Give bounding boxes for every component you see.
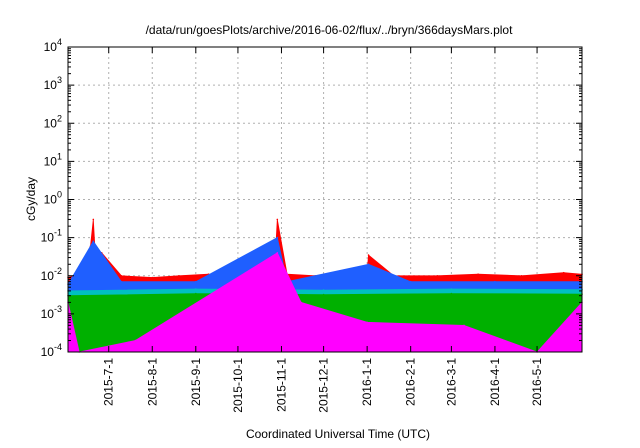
x-tick-label: 2015-12-1	[317, 358, 331, 413]
x-tick-label: 2015-10-1	[231, 358, 245, 413]
axis-layer: 10-4 10-3 10-2 10-1 100 101 102 103 104 2015-7-1 2…	[41, 37, 582, 413]
y-tick-label: 100	[44, 190, 62, 207]
x-tick-label: 2016-1-1	[360, 358, 374, 406]
series-3-point	[195, 292, 197, 295]
series-4-point	[276, 252, 279, 254]
series-0-point	[178, 275, 180, 277]
x-tick-label: 2015-9-1	[189, 358, 203, 406]
x-tick-label: 2015-11-1	[274, 358, 288, 412]
y-axis-label: cGy/day	[24, 177, 38, 221]
series-1-point	[409, 280, 412, 283]
plot-frame	[67, 46, 583, 353]
series-0-point	[367, 254, 370, 256]
series-2-point	[195, 288, 197, 290]
y-tick-label: 10-4	[41, 342, 62, 359]
chart-title: /data/run/goesPlots/archive/2016-06-02/f…	[146, 23, 514, 37]
x-tick-label: 2016-5-1	[530, 358, 544, 406]
x-tick-label: 2016-2-1	[404, 358, 418, 406]
series-3-point	[322, 293, 325, 296]
x-tick-label: 2016-4-1	[488, 358, 502, 406]
y-tick-label: 10-2	[41, 266, 62, 283]
series-1-point	[494, 280, 496, 283]
series-1-point	[276, 236, 279, 239]
series-0-point	[562, 271, 565, 274]
series-4-point	[134, 339, 137, 342]
y-tick-label: 10-3	[41, 304, 62, 321]
y-tick-label: 101	[44, 151, 62, 168]
y-tick-label: 103	[44, 75, 62, 92]
y-tick-label: 10-1	[41, 228, 62, 245]
series-1-point	[367, 263, 370, 266]
series-0-point	[276, 218, 279, 221]
x-tick-label: 2016-3-1	[444, 358, 458, 406]
series-2-point	[450, 288, 453, 290]
x-axis-label: Coordinated Universal Time (UTC)	[246, 427, 430, 441]
x-tick-label: 2015-7-1	[102, 358, 116, 406]
series-0-point	[436, 275, 439, 277]
series-0-point	[477, 273, 479, 276]
series-2-point	[322, 289, 325, 291]
y-tick-label: 104	[44, 37, 62, 54]
series-0-point	[151, 276, 154, 279]
y-tick-label: 102	[44, 113, 62, 130]
series-3-point	[450, 292, 453, 295]
series-4-point	[300, 301, 302, 304]
series-4-point	[463, 324, 465, 327]
series-1-point	[92, 240, 95, 243]
series-4-point	[366, 321, 368, 324]
series-0-point	[120, 275, 123, 277]
data-layer	[67, 218, 583, 353]
series-0-point	[92, 218, 95, 221]
x-tick-label: 2015-8-1	[145, 358, 159, 406]
series-0-point	[520, 275, 523, 277]
series-1-point	[120, 280, 123, 283]
series-1-point	[195, 280, 197, 283]
